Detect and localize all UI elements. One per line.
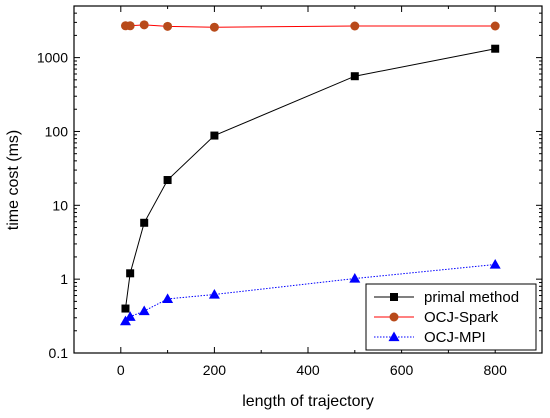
y-tick-label: 10 bbox=[52, 197, 68, 213]
legend-label: OCJ-MPI bbox=[424, 329, 486, 346]
data-point bbox=[350, 21, 360, 31]
legend-marker bbox=[389, 312, 399, 322]
data-point bbox=[121, 304, 130, 313]
y-axis-label: time cost (ms) bbox=[5, 130, 22, 230]
x-tick-label: 200 bbox=[203, 362, 227, 378]
legend-label: primal method bbox=[424, 289, 519, 306]
data-point bbox=[126, 269, 135, 278]
ticks-layer: 0 200 400 600 800 0.1 1 10 100 1000 bbox=[37, 5, 543, 378]
data-point bbox=[489, 258, 501, 269]
data-point bbox=[140, 218, 149, 227]
series-primal-method bbox=[121, 44, 500, 313]
x-tick-label: 600 bbox=[390, 362, 414, 378]
y-tick-label: 100 bbox=[45, 123, 69, 139]
legend: primal method OCJ-Spark OCJ-MPI bbox=[365, 283, 537, 351]
data-point bbox=[350, 72, 359, 81]
x-tick-label: 0 bbox=[117, 362, 125, 378]
data-point bbox=[124, 311, 136, 321]
plot-frame bbox=[73, 5, 543, 354]
y-tick-label: 1000 bbox=[37, 50, 68, 66]
legend-item: primal method bbox=[374, 289, 519, 306]
legend-item: OCJ-MPI bbox=[374, 329, 486, 346]
y-tick-label: 1 bbox=[60, 271, 68, 287]
legend-label: OCJ-Spark bbox=[424, 309, 499, 326]
data-point bbox=[491, 44, 500, 53]
data-point bbox=[208, 288, 220, 299]
data-point bbox=[349, 273, 361, 283]
series-ocj-spark bbox=[120, 20, 500, 32]
legend-item: OCJ-Spark bbox=[374, 309, 499, 326]
data-point bbox=[163, 21, 173, 31]
series-layer bbox=[119, 20, 501, 326]
legend-marker bbox=[388, 331, 400, 342]
data-point bbox=[209, 22, 219, 32]
data-point bbox=[210, 131, 219, 140]
data-point bbox=[162, 293, 174, 304]
series-line bbox=[125, 24, 496, 28]
series-ocj-mpi bbox=[119, 258, 501, 326]
x-tick-label: 400 bbox=[296, 362, 320, 378]
x-tick-label: 800 bbox=[484, 362, 508, 378]
data-point bbox=[125, 21, 135, 31]
y-tick-label: 0.1 bbox=[49, 345, 69, 361]
data-point bbox=[490, 21, 500, 31]
x-axis-label: length of trajectory bbox=[242, 393, 374, 410]
data-point bbox=[139, 20, 149, 30]
data-point bbox=[163, 176, 172, 185]
data-point bbox=[138, 305, 150, 316]
legend-marker bbox=[390, 293, 398, 301]
